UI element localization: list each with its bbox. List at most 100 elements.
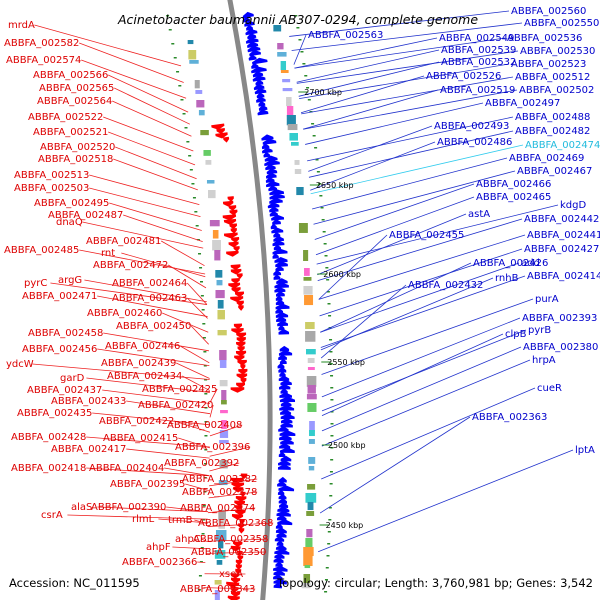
inner-feature-dot bbox=[176, 71, 180, 73]
leader-line-right bbox=[312, 157, 508, 210]
leader-line-left bbox=[201, 538, 207, 542]
reverse-gene-arrow bbox=[274, 256, 288, 263]
forward-gene-arrow bbox=[230, 545, 241, 552]
outer-annotation-block bbox=[307, 502, 314, 511]
inner-feature-dot bbox=[192, 197, 196, 199]
outer-feature-dot bbox=[330, 447, 334, 449]
inner-feature-dot bbox=[186, 141, 190, 143]
gene-label-left: ABBFA_002358 bbox=[193, 534, 268, 545]
gene-label-right: rnhB bbox=[495, 273, 519, 284]
outer-annotation-block bbox=[298, 223, 308, 233]
gene-label-right: ABBFA_002512 bbox=[515, 72, 590, 83]
gene-label-right: ABBFA_002427 bbox=[524, 244, 599, 255]
inner-annotation-block bbox=[217, 300, 224, 309]
reverse-gene-arrow bbox=[279, 443, 291, 449]
outer-feature-dot bbox=[327, 543, 331, 545]
reverse-gene-arrow bbox=[279, 405, 295, 411]
forward-gene-arrow bbox=[233, 486, 244, 493]
forward-gene-arrow bbox=[230, 577, 241, 584]
gene-label-right: kdgD bbox=[560, 200, 586, 211]
leader-line-left bbox=[114, 87, 190, 125]
gene-label-left: mrdA bbox=[8, 20, 35, 31]
gene-label-right: ABBFA_002536 bbox=[507, 33, 582, 44]
reverse-gene-arrow bbox=[275, 544, 287, 551]
position-ticks: 2700 kbp 2650 kbp 2600 kbp 2550 kbp 2500 kbp… bbox=[298, 88, 366, 530]
genome-summary-text: Topology: circular; Length: 3,760,981 bp… bbox=[276, 576, 593, 590]
forward-gene-arrow bbox=[222, 214, 237, 221]
forward-gene-arrow bbox=[222, 200, 234, 207]
gene-label-left: argG bbox=[58, 275, 82, 286]
forward-gene-arrow bbox=[230, 591, 241, 598]
inner-annotation-block bbox=[217, 330, 227, 336]
inner-feature-dot bbox=[204, 407, 208, 409]
gene-label-right: ABBFA_002380 bbox=[523, 342, 598, 353]
outer-feature-dot bbox=[330, 423, 334, 425]
outer-annotation-block bbox=[286, 106, 294, 117]
gene-label-left: ABBFA_002343 bbox=[180, 584, 255, 595]
forward-gene-arrow bbox=[237, 346, 245, 352]
leader-line-left bbox=[209, 388, 218, 403]
leader-line-left bbox=[81, 59, 187, 99]
gene-label-left: ABBFA_002420 bbox=[138, 400, 213, 411]
leader-line-right bbox=[303, 89, 518, 130]
outer-annotation-block bbox=[304, 565, 311, 569]
gene-label-right: astA bbox=[468, 209, 490, 220]
inner-annotation-block bbox=[217, 310, 225, 320]
gene-label-left: ABBFA_002374 bbox=[180, 503, 255, 514]
gene-label-right: add bbox=[521, 258, 540, 269]
gene-label-right: ABBFA_002493 bbox=[434, 121, 509, 132]
gene-label-left: ABBFA_002463 bbox=[112, 293, 187, 304]
gene-label-left: ABBFA_002435 bbox=[17, 408, 92, 419]
outer-feature-dot bbox=[306, 87, 310, 89]
reverse-gene-arrow bbox=[278, 354, 287, 360]
outer-annotation-block bbox=[282, 79, 291, 83]
gene-label-left: ABBFA_002417 bbox=[51, 444, 126, 455]
leader-line-right bbox=[320, 284, 407, 359]
outer-annotation-block bbox=[304, 268, 310, 276]
gene-label-left: dnaQ bbox=[56, 217, 83, 228]
leader-line-right bbox=[289, 10, 510, 37]
forward-gene-arrow bbox=[228, 282, 241, 289]
gene-label-left: ABBFA_002396 bbox=[175, 442, 250, 453]
inner-annotation-block bbox=[208, 190, 216, 199]
leader-line-left bbox=[179, 345, 210, 364]
leader-line-left bbox=[67, 514, 208, 520]
outer-annotation-block bbox=[286, 97, 292, 107]
inner-feature-dot bbox=[202, 337, 206, 339]
reverse-gene-arrow bbox=[272, 565, 288, 572]
outer-feature-dot bbox=[327, 303, 331, 305]
leader-line-left bbox=[166, 506, 209, 513]
leader-line-left bbox=[176, 362, 210, 379]
forward-gene-arrow bbox=[236, 332, 247, 339]
outer-annotation-block bbox=[296, 187, 304, 196]
forward-gene-arrow bbox=[236, 273, 243, 279]
outer-feature-dot bbox=[329, 351, 333, 353]
outer-feature-dot bbox=[325, 567, 329, 569]
inner-feature-dot bbox=[173, 57, 177, 59]
leader-line-left bbox=[92, 412, 211, 426]
gene-label-left: ABBFA_002513 bbox=[14, 170, 89, 181]
forward-gene-arrow bbox=[230, 296, 244, 302]
reverse-gene-arrow bbox=[280, 455, 292, 462]
outer-annotation-block bbox=[307, 484, 316, 490]
gene-label-left: ABBFA_002450 bbox=[116, 321, 191, 332]
gene-labels: mrdA ABBFA_002582 ABBFA_002574 ABBFA_002566… bbox=[4, 6, 600, 595]
reverse-gene-arrow bbox=[262, 138, 277, 145]
reverse-gene-arrow bbox=[269, 197, 283, 204]
inner-feature-dot bbox=[184, 127, 188, 129]
leader-line-left bbox=[185, 483, 209, 491]
forward-gene-arrow bbox=[233, 246, 240, 252]
reverse-gene-arrow bbox=[278, 498, 288, 504]
leader-line-right bbox=[310, 144, 524, 195]
forward-gene-arrow bbox=[235, 568, 242, 575]
gene-label-left: ABBFA_002446 bbox=[105, 341, 180, 352]
leader-line-right bbox=[321, 387, 536, 480]
outer-annotation-block bbox=[306, 376, 317, 387]
inner-annotation-block bbox=[215, 290, 225, 299]
gene-label-left: rnt bbox=[101, 248, 115, 259]
inner-annotation-block bbox=[212, 240, 221, 251]
gene-label-left: ydcW bbox=[6, 359, 34, 370]
reverse-gene-arrow bbox=[280, 388, 288, 394]
reverse-gene-arrow bbox=[247, 45, 261, 53]
outer-feature-dot bbox=[330, 387, 334, 389]
